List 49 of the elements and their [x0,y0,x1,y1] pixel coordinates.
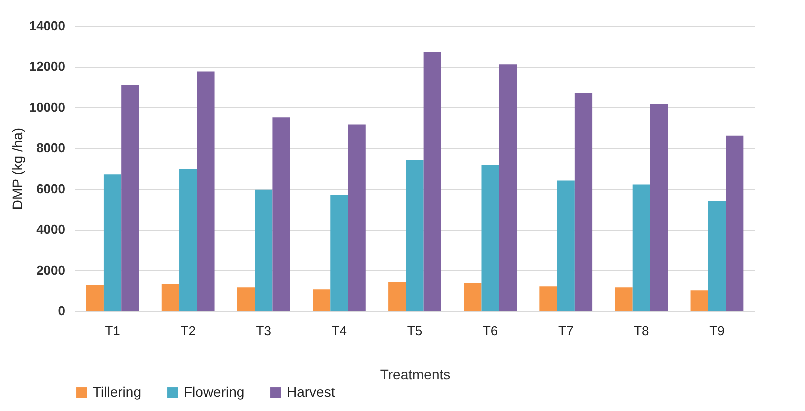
x-tick-label: T3 [256,324,272,338]
x-tick-label: T2 [180,324,196,338]
bar [388,282,406,311]
bar [615,288,633,311]
bar [574,93,593,311]
y-tick-label: 0 [58,304,66,318]
bar [632,184,650,311]
x-tick-label: T5 [407,324,423,338]
y-tick-label: 2000 [36,262,66,278]
y-tick-label: 4000 [36,222,66,238]
bar [348,124,366,311]
x-tick-label: T8 [634,324,650,338]
bar [690,290,708,311]
x-tick-label: T7 [558,324,574,338]
bar [482,165,500,311]
bar [708,201,726,311]
x-tick-label: T4 [332,324,348,338]
bar [237,288,256,311]
bar [557,180,575,311]
legend-label: Flowering [184,384,245,400]
y-tick-label: 10000 [29,100,66,115]
bar [313,290,331,311]
bar [122,85,140,311]
bar [726,136,744,311]
bar [540,286,558,311]
x-axis-title: Treatments [380,366,451,382]
bar [464,284,482,311]
bar [104,174,122,311]
bar [330,194,348,311]
bar [650,104,668,311]
legend-label: Harvest [287,384,336,400]
y-tick-label: 6000 [36,181,66,196]
y-tick-label: 12000 [29,59,66,74]
bar [272,118,290,311]
x-tick-label: T6 [482,324,498,338]
bar [180,170,198,311]
legend-label: Tillering [93,384,142,400]
bar [162,284,180,311]
bar [406,160,424,311]
bar [255,190,273,311]
bar [499,64,517,311]
bar [86,286,104,311]
x-tick-label: T1 [105,324,120,338]
bar [424,52,442,311]
y-axis-title: DMP (kg /ha) [9,128,26,210]
y-tick-label: 14000 [29,18,66,34]
x-tick-label: T9 [710,324,725,338]
bar [197,72,215,311]
y-tick-label: 8000 [36,140,66,156]
